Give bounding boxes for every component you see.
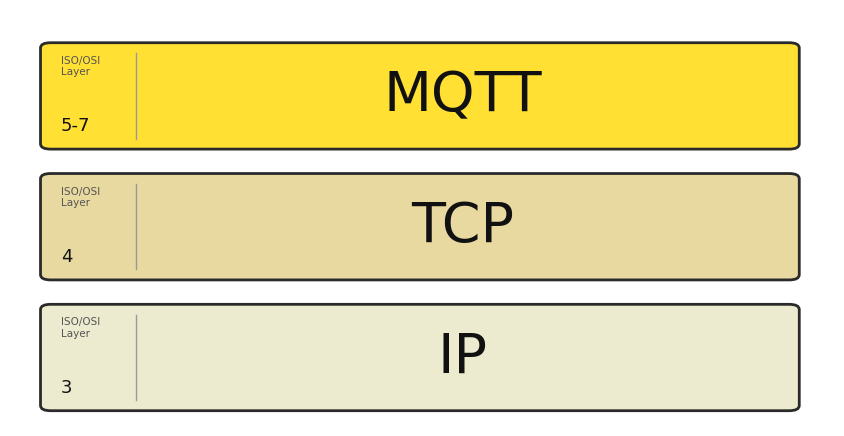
Text: TCP: TCP: [411, 200, 514, 254]
Text: ISO/OSI
Layer: ISO/OSI Layer: [61, 187, 100, 208]
Text: MQTT: MQTT: [383, 69, 542, 123]
Text: ISO/OSI
Layer: ISO/OSI Layer: [61, 317, 100, 339]
Text: ISO/OSI
Layer: ISO/OSI Layer: [61, 56, 100, 78]
Text: 5-7: 5-7: [61, 117, 90, 135]
FancyBboxPatch shape: [41, 304, 799, 411]
FancyBboxPatch shape: [41, 174, 799, 280]
Text: IP: IP: [437, 330, 487, 385]
Text: 3: 3: [61, 379, 73, 397]
Text: 4: 4: [61, 248, 73, 266]
FancyBboxPatch shape: [41, 43, 799, 149]
